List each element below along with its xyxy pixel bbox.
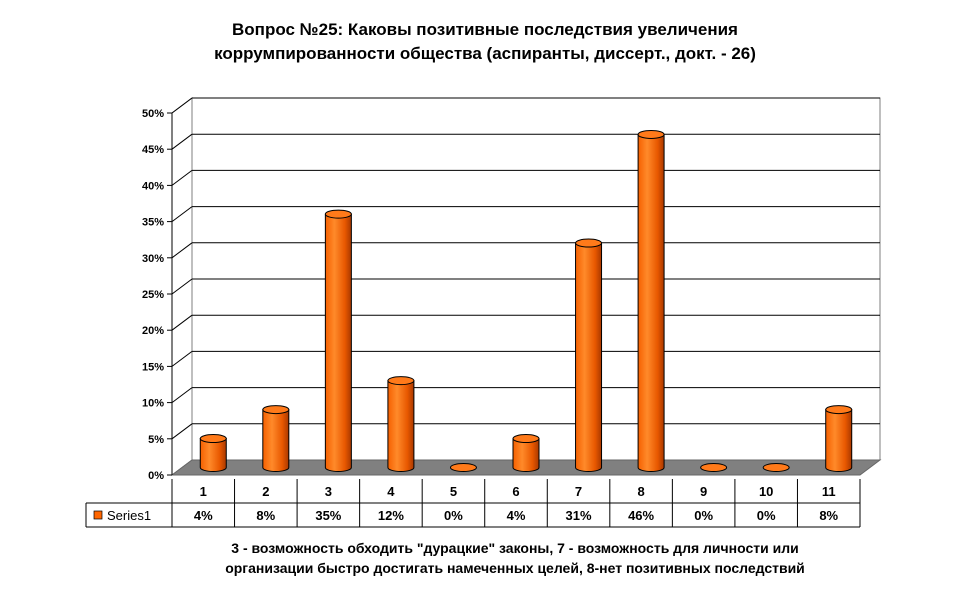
legend-swatch [93,510,103,520]
bar [199,434,227,472]
data-label: 0% [694,508,713,523]
data-label: 0% [444,508,463,523]
bar-body [387,380,415,472]
x-tick-label: 8 [637,484,644,499]
gridline-side [171,350,193,367]
chart-title-line-2: коррумпированности общества (аспиранты, … [214,44,756,63]
data-label: 8% [819,508,838,523]
bar-body [637,133,665,472]
data-label: 12% [378,508,404,523]
y-tick-label: 5% [148,434,164,446]
bar-body [262,409,290,472]
y-tick-label: 10% [142,398,164,410]
data-label: 46% [628,508,654,523]
y-tick-label: 35% [142,217,164,229]
y-tick-label: 45% [142,144,164,156]
bar [637,129,665,472]
data-label: 4% [507,508,526,523]
legend-label: Series1 [107,508,151,523]
chart-footnote: 3 - возможность обходить "дурацкие" зако… [0,538,970,578]
gridline-side [171,169,193,186]
bar-body [512,438,540,472]
gridline-side [171,133,193,150]
gridline-side [171,387,193,404]
x-tick-label: 6 [512,484,519,499]
chart-title-line-1: Вопрос №25: Каковы позитивные последстви… [232,20,738,39]
data-label: 0% [757,508,776,523]
y-tick-label: 50% [142,108,164,120]
bar [762,463,790,472]
bar-body [575,242,603,472]
bar-top [387,376,415,386]
chart-footnote-line-2: организации быстро достигать намеченных … [225,560,805,576]
bar-top [512,434,540,444]
bar [262,405,290,472]
bar-top [324,209,352,219]
bar-top [700,463,728,472]
gridline-side [171,97,193,114]
bar [449,463,477,472]
bar [387,376,415,472]
x-tick-label: 2 [262,484,269,499]
data-label: 31% [566,508,592,523]
bar [700,463,728,472]
x-tick-label: 9 [700,484,707,499]
x-tick-label: 5 [450,484,457,499]
x-tick-label: 1 [200,484,207,499]
chart-footnote-line-1: 3 - возможность обходить "дурацкие" зако… [231,540,799,556]
bar-top [199,434,227,444]
y-tick-label: 0% [148,470,164,482]
bar-top [637,129,665,139]
gridline-side [171,242,193,259]
data-label: 8% [256,508,275,523]
x-tick-label: 4 [387,484,395,499]
bar [825,405,853,472]
bar-body [324,213,352,472]
bar-top [825,405,853,415]
x-tick-label: 7 [575,484,582,499]
y-tick-label: 40% [142,180,164,192]
gridline-side [171,314,193,331]
data-label: 35% [315,508,341,523]
bar [324,209,352,472]
y-tick-label: 15% [142,361,164,373]
y-tick-label: 30% [142,253,164,265]
gridline-side [171,278,193,295]
y-tick-label: 20% [142,325,164,337]
x-tick-label: 10 [759,484,773,499]
bar-top [575,238,603,248]
data-label: 4% [194,508,213,523]
bar-body [199,438,227,472]
bar-top [449,463,477,472]
gridline-side [171,423,193,440]
x-tick-label: 11 [822,484,836,499]
y-tick-label: 25% [142,289,164,301]
bar-top [262,405,290,415]
bar-top [762,463,790,472]
bar-body [825,409,853,472]
bar [575,238,603,472]
gridline-side [171,206,193,223]
chart-title: Вопрос №25: Каковы позитивные последстви… [0,18,970,66]
x-tick-label: 3 [325,484,332,499]
bar [512,434,540,472]
